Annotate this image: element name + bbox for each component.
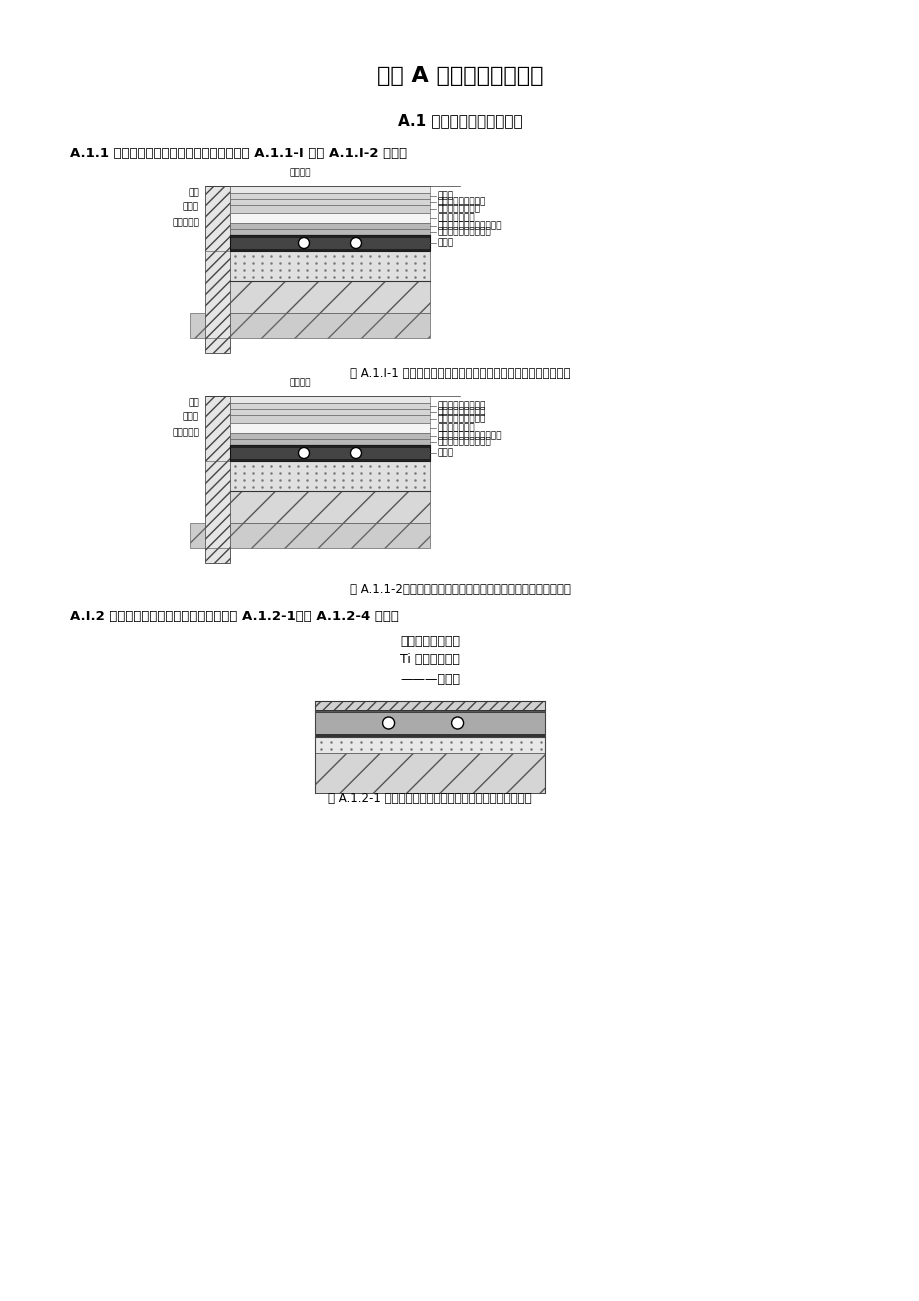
Bar	[230, 235, 429, 251]
Circle shape	[298, 448, 309, 458]
Bar	[230, 445, 429, 448]
Bar	[205, 461, 230, 548]
Text: 发泡水泥绝热层: 发泡水泥绝热层	[437, 424, 475, 432]
Bar	[230, 438, 429, 445]
Bar	[314, 712, 544, 734]
Bar	[230, 409, 429, 415]
Circle shape	[350, 448, 361, 458]
Bar	[230, 206, 429, 213]
Text: 抹灰层: 抹灰层	[183, 203, 199, 212]
Text: 防潮层（与土壤相邻地面）: 防潮层（与土壤相邻地面）	[437, 221, 502, 230]
Text: 装饰面层: 装饰面层	[289, 379, 312, 386]
Text: 找平层: 找平层	[437, 191, 454, 200]
Circle shape	[350, 238, 361, 248]
Bar	[230, 199, 429, 206]
Bar	[230, 229, 429, 235]
Text: 装饰面层: 装饰面层	[289, 168, 312, 177]
Text: 侧面绝热层: 侧面绝热层	[172, 428, 199, 437]
Bar	[314, 736, 544, 753]
Text: 找平层（潮显房间）: 找平层（潮显房间）	[437, 402, 486, 411]
Text: 附录 A 供暖末端设计选型: 附录 A 供暖末端设计选型	[377, 66, 542, 86]
Text: 侧面绝热层: 侧面绝热层	[172, 219, 199, 228]
Bar	[230, 461, 429, 490]
Text: ———加热管: ———加热管	[400, 673, 460, 686]
Text: 隔离层（潮显房间）: 隔离层（潮显房间）	[437, 198, 486, 207]
Bar	[230, 490, 429, 523]
Bar	[314, 734, 544, 736]
Text: 泡沫塑料绝热层: 泡沫塑料绝热层	[437, 213, 475, 222]
Bar	[230, 423, 429, 433]
Text: 图 A.1.I-1 采用泡沫塑料绝热层的混凝土填充式热水供暖地面构造: 图 A.1.I-1 采用泡沫塑料绝热层的混凝土填充式热水供暖地面构造	[349, 367, 570, 380]
Bar	[230, 193, 429, 199]
Bar	[230, 251, 429, 281]
Circle shape	[298, 238, 309, 248]
Bar	[230, 396, 429, 403]
Bar	[314, 701, 544, 710]
Text: Ti 制沟槽保温板: Ti 制沟槽保温板	[400, 653, 460, 666]
Text: 图 A.1.2-1 采用发泡水泥绝热层的预制沟槽保温板地面构造: 图 A.1.2-1 采用发泡水泥绝热层的预制沟槽保温板地面构造	[328, 791, 531, 804]
Text: 抹灰层: 抹灰层	[183, 412, 199, 422]
Text: A.I.2 预制沟槽保温板供暖地面构造可按图 A.1.2-1～图 A.1.2-4 设置。: A.I.2 预制沟槽保温板供暖地面构造可按图 A.1.2-1～图 A.1.2-4…	[70, 609, 399, 622]
Text: 隔离层（潮显房间）: 隔离层（潮显房间）	[437, 407, 486, 416]
Bar	[314, 753, 544, 794]
Bar	[205, 251, 230, 338]
Bar	[230, 415, 429, 423]
Text: 外墙: 外墙	[188, 398, 199, 407]
Text: 外墙: 外墙	[188, 189, 199, 198]
Bar	[230, 248, 429, 251]
Bar	[190, 523, 429, 548]
Bar	[190, 314, 429, 338]
Text: 木地板面层均熟层: 木地板面层均熟层	[400, 635, 460, 648]
Bar	[230, 433, 429, 438]
Text: 加热管: 加热管	[437, 449, 454, 458]
Text: A.1 典型供暖地面构造示意: A.1 典型供暖地面构造示意	[397, 113, 522, 129]
Circle shape	[382, 717, 394, 729]
Bar	[230, 459, 429, 461]
Text: A.1.1 混凝土填充式热水供暖地面构造可按图 A.1.1-I 和图 A.1.I-2 设置。: A.1.1 混凝土填充式热水供暖地面构造可按图 A.1.1-I 和图 A.1.I…	[70, 147, 407, 160]
Bar	[230, 213, 429, 222]
Bar	[230, 281, 429, 314]
Bar	[205, 186, 230, 353]
Text: 模板或与土壤相邻地面: 模板或与土壤相邻地面	[437, 228, 492, 237]
Text: 模板或与土壤相邻地面: 模板或与土壤相邻地面	[437, 437, 492, 446]
Text: 水泥砂浆填充找平层: 水泥砂浆填充找平层	[437, 415, 486, 424]
Bar	[230, 403, 429, 409]
Text: 防潮层（与土壤相邻地面）: 防潮层（与土壤相邻地面）	[437, 432, 502, 441]
Text: 图 A.1.1-2采用发泡水泥绝热层的混凝土填充式热水供暖地面构造: 图 A.1.1-2采用发泡水泥绝热层的混凝土填充式热水供暖地面构造	[349, 583, 570, 596]
Bar	[230, 186, 429, 193]
Bar	[230, 235, 429, 237]
Bar	[230, 222, 429, 229]
Bar	[205, 396, 230, 563]
Bar	[230, 445, 429, 461]
Text: 加热管: 加热管	[437, 238, 454, 247]
Circle shape	[451, 717, 463, 729]
Text: 豆石混凝土填充层: 豆石混凝土填充层	[437, 204, 481, 213]
Bar	[314, 710, 544, 712]
